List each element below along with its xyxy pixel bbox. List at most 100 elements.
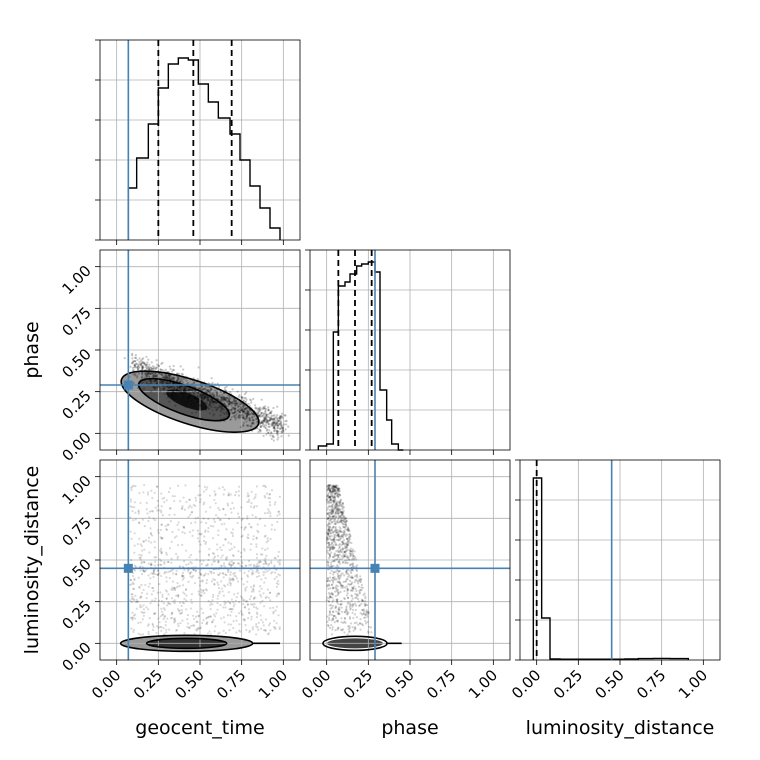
sample-point	[155, 632, 157, 634]
sample-point	[334, 522, 336, 524]
sample-point	[201, 399, 203, 401]
sample-point	[173, 398, 175, 400]
sample-point	[139, 565, 141, 567]
sample-point	[357, 624, 359, 626]
sample-point	[245, 565, 247, 567]
sample-point	[195, 616, 197, 618]
sample-point	[203, 592, 205, 594]
sample-point	[332, 599, 334, 601]
sample-point	[206, 579, 208, 581]
sample-point	[141, 376, 143, 378]
sample-point	[345, 561, 347, 563]
sample-point	[223, 576, 225, 578]
sample-point	[326, 599, 328, 601]
sample-point	[161, 537, 163, 539]
sample-point	[352, 562, 354, 564]
sample-point	[165, 621, 167, 623]
sample-point	[270, 572, 272, 574]
sample-point	[176, 582, 178, 584]
sample-point	[162, 380, 164, 382]
sample-point	[196, 611, 198, 613]
sample-point	[185, 608, 187, 610]
sample-point	[238, 408, 240, 410]
sample-point	[235, 491, 237, 493]
sample-point	[154, 375, 156, 377]
sample-point	[226, 397, 228, 399]
sample-point	[209, 495, 211, 497]
sample-point	[146, 508, 148, 510]
sample-point	[362, 587, 364, 589]
sample-point	[160, 551, 162, 553]
sample-point	[273, 422, 275, 424]
sample-point	[256, 553, 258, 555]
sample-point	[178, 625, 180, 627]
sample-point	[276, 432, 278, 434]
sample-point	[341, 629, 343, 631]
sample-point	[143, 604, 145, 606]
histogram-geocent_time	[128, 58, 280, 240]
sample-point	[352, 553, 354, 555]
sample-point	[268, 429, 270, 431]
sample-point	[347, 612, 349, 614]
sample-point	[221, 523, 223, 525]
sample-point	[145, 539, 147, 541]
sample-point	[207, 632, 209, 634]
sample-point	[146, 361, 148, 363]
sample-point	[266, 547, 268, 549]
sample-point	[264, 421, 266, 423]
sample-point	[173, 377, 175, 379]
sample-point	[256, 563, 258, 565]
sample-point	[167, 382, 169, 384]
sample-point	[134, 365, 136, 367]
sample-point	[197, 537, 199, 539]
sample-point	[329, 593, 331, 595]
sample-point	[195, 497, 197, 499]
sample-point	[224, 399, 226, 401]
sample-point	[346, 633, 348, 635]
sample-point	[354, 603, 356, 605]
sample-point	[249, 598, 251, 600]
sample-point	[183, 560, 185, 562]
x-tick-label: 0.25	[130, 666, 166, 702]
sample-point	[253, 415, 255, 417]
sample-point	[138, 521, 140, 523]
sample-point	[229, 401, 231, 403]
sample-point	[188, 626, 190, 628]
sample-point	[281, 413, 283, 415]
sample-point	[263, 563, 265, 565]
sample-point	[332, 495, 334, 497]
sample-point	[211, 407, 213, 409]
sample-point	[358, 578, 360, 580]
sample-point	[341, 603, 343, 605]
sample-point	[139, 596, 141, 598]
sample-point	[252, 572, 254, 574]
sample-point	[351, 612, 353, 614]
sample-point	[133, 382, 135, 384]
sample-point	[276, 521, 278, 523]
sample-point	[326, 542, 328, 544]
sample-point	[248, 501, 250, 503]
sample-point	[137, 622, 139, 624]
sample-point	[152, 590, 154, 592]
sample-point	[152, 576, 154, 578]
sample-point	[349, 580, 351, 582]
sample-point	[133, 579, 135, 581]
sample-point	[162, 627, 164, 629]
sample-point	[247, 537, 249, 539]
sample-point	[331, 597, 333, 599]
x-tick-label: 0.00	[298, 666, 334, 702]
sample-point	[264, 496, 266, 498]
sample-point	[264, 411, 266, 413]
sample-point	[240, 610, 242, 612]
sample-point	[284, 414, 286, 416]
sample-point	[155, 556, 157, 558]
sample-point	[349, 618, 351, 620]
sample-point	[336, 505, 338, 507]
sample-point	[265, 535, 267, 537]
sample-point	[350, 607, 352, 609]
sample-point	[186, 618, 188, 620]
sample-point	[147, 520, 149, 522]
sample-point	[200, 498, 202, 500]
sample-point	[207, 530, 209, 532]
sample-point	[135, 373, 137, 375]
